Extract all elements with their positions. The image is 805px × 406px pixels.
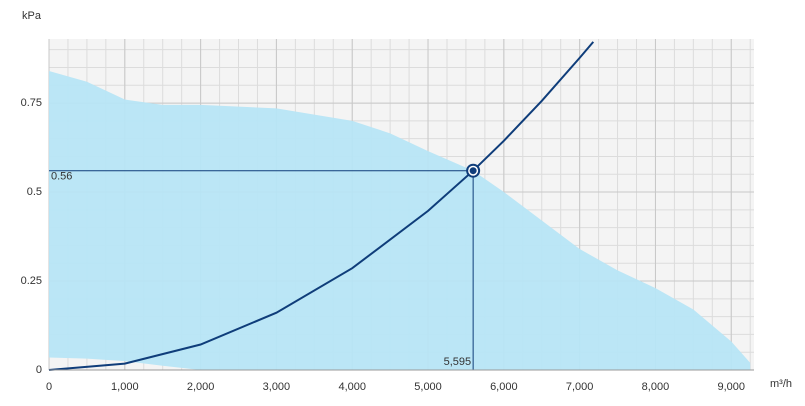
- performance-area: [49, 71, 751, 370]
- x-tick-label: 0: [46, 381, 52, 393]
- x-tick-label: 6,000: [490, 381, 518, 393]
- y-axis-label: kPa: [22, 10, 42, 22]
- y-tick-label: 0.75: [21, 97, 42, 109]
- x-tick-label: 8,000: [642, 381, 670, 393]
- x-tick-label: 5,000: [414, 381, 442, 393]
- x-tick-label: 1,000: [111, 381, 139, 393]
- x-tick-label: 2,000: [187, 381, 215, 393]
- system-curve: [48, 41, 595, 371]
- operating-point-core: [469, 167, 477, 175]
- operating-x-label: 5,595: [444, 356, 472, 368]
- x-tick-label: 3,000: [263, 381, 291, 393]
- operating-y-label: 0.56: [51, 171, 72, 183]
- x-tick-label: 9,000: [717, 381, 745, 393]
- x-axis-label: m³/h: [770, 378, 792, 390]
- y-tick-label: 0.5: [27, 186, 42, 198]
- y-tick-label: 0.25: [21, 275, 42, 287]
- x-tick-label: 4,000: [338, 381, 366, 393]
- y-tick-label: 0: [36, 364, 42, 376]
- x-tick-label: 7,000: [566, 381, 594, 393]
